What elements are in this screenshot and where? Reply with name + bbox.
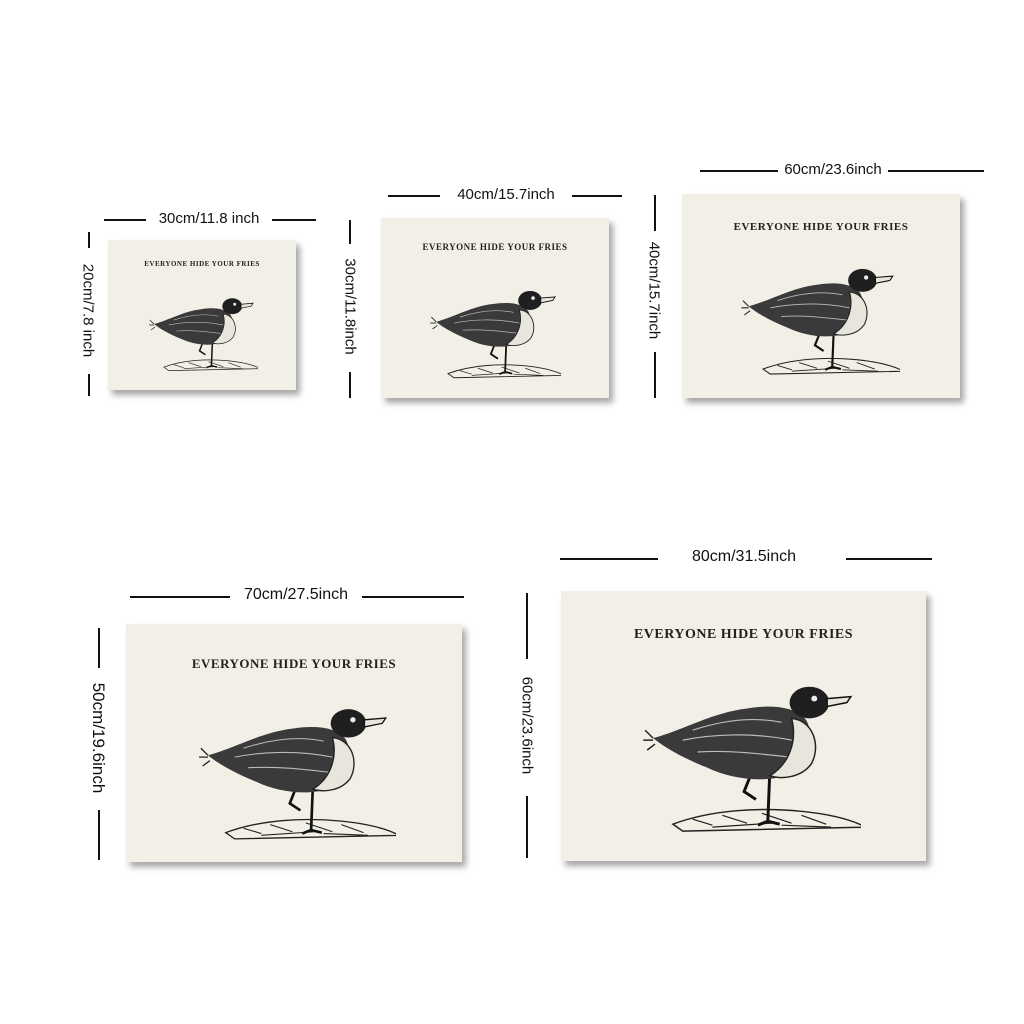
poster-title: EVERYONE HIDE YOUR FRIES bbox=[422, 242, 568, 252]
seagull-illustration bbox=[641, 685, 861, 833]
height-dimension-line bbox=[654, 352, 656, 398]
seagull-illustration bbox=[429, 290, 561, 379]
width-label: 70cm/27.5inch bbox=[243, 586, 349, 603]
height-dimension-line bbox=[98, 628, 100, 668]
height-label: 20cm/7.8 inch bbox=[79, 263, 97, 358]
poster-40x30: EVERYONE HIDE YOUR FRIES bbox=[381, 218, 609, 398]
seagull-illustration bbox=[148, 297, 258, 372]
poster-80x60: EVERYONE HIDE YOUR FRIES bbox=[561, 591, 926, 861]
height-dimension-line bbox=[526, 593, 528, 659]
width-dimension-line bbox=[130, 596, 230, 598]
width-label: 30cm/11.8 inch bbox=[158, 210, 260, 227]
width-label: 40cm/15.7inch bbox=[457, 186, 555, 203]
poster-70x50: EVERYONE HIDE YOUR FRIES bbox=[126, 624, 462, 862]
poster-title: EVERYONE HIDE YOUR FRIES bbox=[191, 656, 397, 671]
height-dimension-line bbox=[88, 374, 90, 396]
width-dimension-line bbox=[388, 195, 440, 197]
width-dimension-line bbox=[846, 558, 932, 560]
height-label: 60cm/23.6inch bbox=[518, 676, 536, 775]
height-dimension-line bbox=[98, 810, 100, 860]
width-label: 80cm/31.5inch bbox=[691, 548, 797, 565]
width-dimension-line bbox=[104, 219, 146, 221]
width-label: 60cm/23.6inch bbox=[784, 161, 882, 178]
poster-title: EVERYONE HIDE YOUR FRIES bbox=[733, 221, 909, 233]
poster-30x20: EVERYONE HIDE YOUR FRIES bbox=[108, 240, 296, 390]
height-label: 30cm/11.8inch bbox=[341, 258, 359, 355]
height-label: 40cm/15.7inch bbox=[645, 241, 663, 340]
height-dimension-line bbox=[654, 195, 656, 231]
height-dimension-line bbox=[526, 796, 528, 858]
poster-60x40: EVERYONE HIDE YOUR FRIES bbox=[682, 194, 960, 398]
width-dimension-line bbox=[700, 170, 778, 172]
height-dimension-line bbox=[88, 232, 90, 248]
width-dimension-line bbox=[362, 596, 464, 598]
seagull-illustration bbox=[197, 707, 396, 841]
width-dimension-line bbox=[272, 219, 316, 221]
width-dimension-line bbox=[560, 558, 658, 560]
width-dimension-line bbox=[888, 170, 984, 172]
height-dimension-line bbox=[349, 220, 351, 244]
poster-title: EVERYONE HIDE YOUR FRIES bbox=[144, 260, 260, 268]
seagull-illustration bbox=[740, 267, 900, 376]
poster-title: EVERYONE HIDE YOUR FRIES bbox=[633, 627, 854, 642]
height-label: 50cm/19.6inch bbox=[89, 682, 108, 794]
width-dimension-line bbox=[572, 195, 622, 197]
height-dimension-line bbox=[349, 372, 351, 398]
